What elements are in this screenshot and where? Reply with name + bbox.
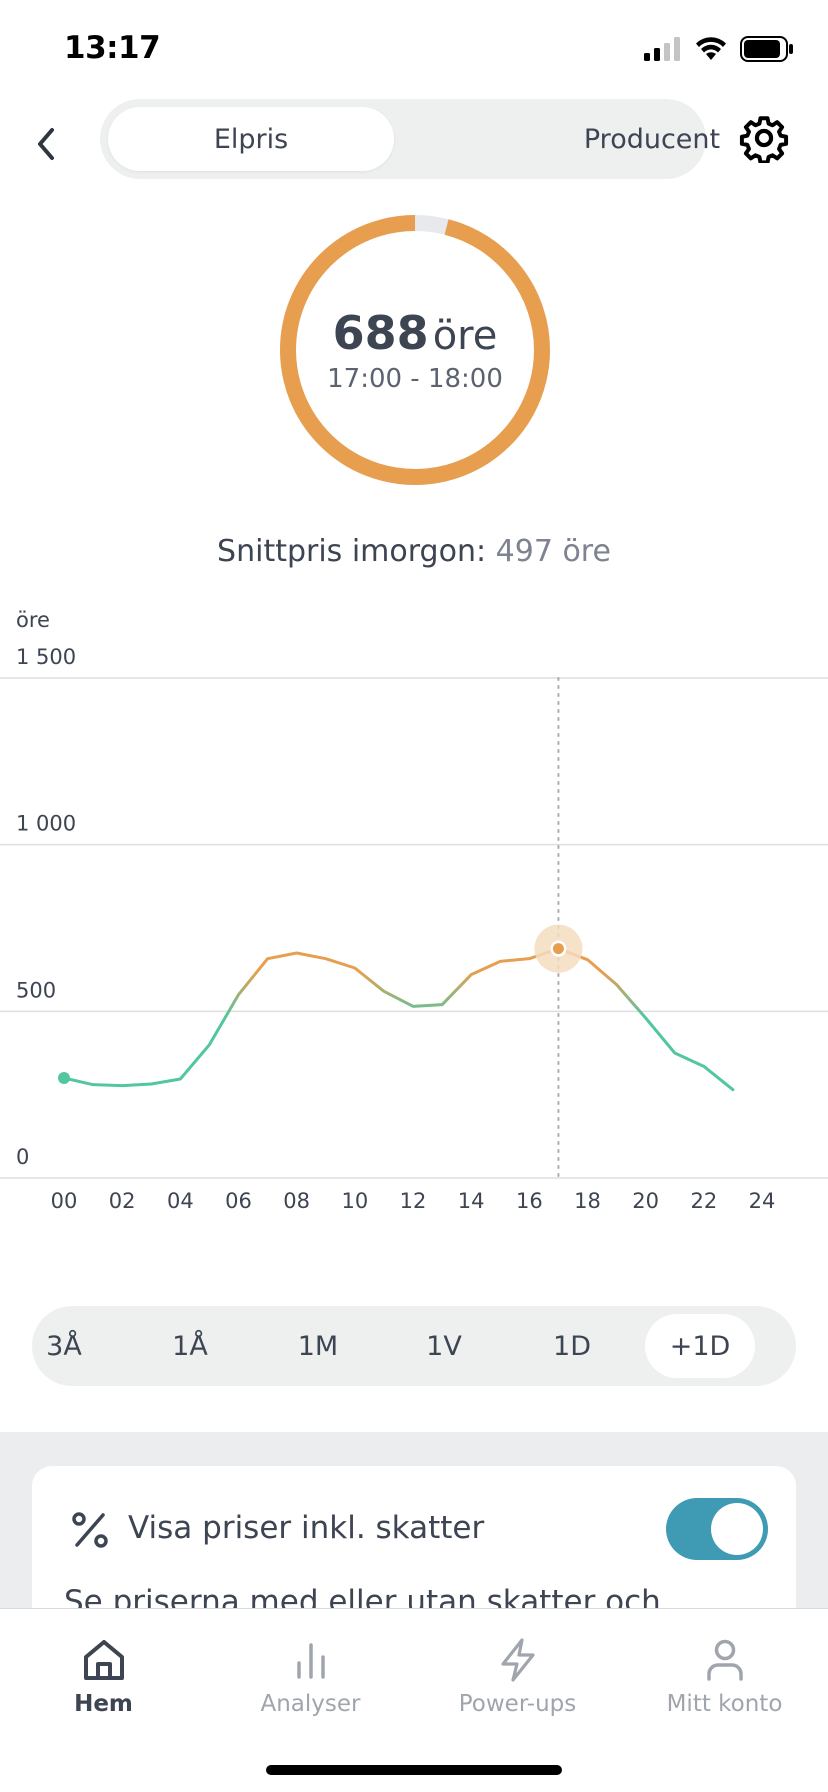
status-bar: 13:17	[0, 0, 828, 100]
x-tick-label: 18	[574, 1189, 601, 1213]
x-tick-label: 04	[167, 1189, 194, 1213]
selected-point[interactable]	[552, 943, 564, 955]
tax-toggle[interactable]	[666, 1498, 768, 1560]
average-price-value: 497 öre	[495, 534, 611, 569]
x-tick-label: 10	[341, 1189, 368, 1213]
x-tick-label: 14	[458, 1189, 485, 1213]
cellular-signal-icon	[644, 37, 680, 61]
y-tick-label: 1 500	[16, 645, 76, 669]
chevron-left-icon	[38, 128, 54, 160]
range-option-1[interactable]: 1Å	[172, 1330, 208, 1362]
average-price-label: Snittpris imorgon:	[217, 534, 487, 569]
range-option-5[interactable]: +1D	[645, 1314, 755, 1378]
tab-power-ups[interactable]: Power-ups	[414, 1637, 621, 1717]
home-indicator	[266, 1765, 562, 1775]
wifi-icon	[696, 37, 726, 60]
person-icon	[706, 1639, 743, 1681]
percent-icon	[72, 1512, 108, 1548]
y-tick-label: 500	[16, 978, 56, 1002]
current-price-time-range: 17:00 - 18:00	[327, 364, 503, 394]
tab-mitt-konto-label: Mitt konto	[666, 1691, 783, 1717]
lightning-icon	[500, 1638, 535, 1682]
range-option-0[interactable]: 3Å	[46, 1330, 82, 1362]
tax-toggle-knob	[711, 1503, 763, 1555]
bottom-tab-bar: Hem Analyser Power-ups Mitt konto	[0, 1608, 828, 1792]
average-price-tomorrow: Snittpris imorgon: 497 öre	[0, 534, 828, 569]
price-producer-segmented-control: Elpris Producent	[100, 99, 720, 179]
x-tick-label: 06	[225, 1189, 252, 1213]
gear-icon	[739, 116, 789, 163]
tab-mitt-konto[interactable]: Mitt konto	[621, 1637, 828, 1717]
range-option-2[interactable]: 1M	[297, 1330, 339, 1362]
tab-hem-label: Hem	[74, 1691, 133, 1717]
tab-hem[interactable]: Hem	[0, 1637, 207, 1717]
x-tick-label: 20	[632, 1189, 659, 1213]
current-price-unit: öre	[432, 313, 498, 359]
y-tick-label: 0	[16, 1145, 29, 1169]
x-tick-label: 16	[516, 1189, 543, 1213]
range-option-4[interactable]: 1D	[553, 1330, 591, 1362]
bar-chart-icon	[296, 1643, 325, 1679]
home-icon	[83, 1640, 124, 1680]
tab-power-ups-label: Power-ups	[458, 1691, 577, 1717]
tab-analyser[interactable]: Analyser	[207, 1637, 414, 1717]
tab-elpris[interactable]: Elpris	[108, 107, 394, 171]
tax-setting-title: Visa priser inkl. skatter	[128, 1510, 485, 1546]
settings-button[interactable]	[736, 110, 792, 166]
status-icons	[644, 36, 794, 62]
x-tick-label: 00	[51, 1189, 78, 1213]
x-tick-label: 08	[283, 1189, 310, 1213]
price-series-line	[62, 947, 735, 1092]
series-start-point	[58, 1072, 70, 1084]
tab-analyser-label: Analyser	[260, 1691, 361, 1717]
price-line-chart[interactable]: öre 1 500 1 000 500 0 00 02 04 06 08 10 12 14 16 18 20…	[0, 600, 828, 1220]
back-button[interactable]	[24, 122, 68, 166]
status-time: 13:17	[64, 30, 161, 66]
x-tick-label: 02	[109, 1189, 136, 1213]
y-axis-unit-label: öre	[16, 608, 50, 632]
x-tick-label: 24	[749, 1189, 776, 1213]
x-tick-label: 12	[400, 1189, 427, 1213]
x-tick-label: 22	[690, 1189, 717, 1213]
price-gauge-ring	[280, 215, 550, 485]
current-price-number: 688	[332, 306, 429, 360]
y-tick-label: 1 000	[16, 812, 76, 836]
battery-icon	[740, 36, 793, 62]
current-price-value: 688 öre	[275, 306, 555, 360]
range-option-3[interactable]: 1V	[426, 1330, 462, 1362]
time-range-selector: 3Å 1Å 1M 1V 1D +1D	[32, 1306, 796, 1386]
tab-producent[interactable]: Producent	[583, 123, 721, 155]
